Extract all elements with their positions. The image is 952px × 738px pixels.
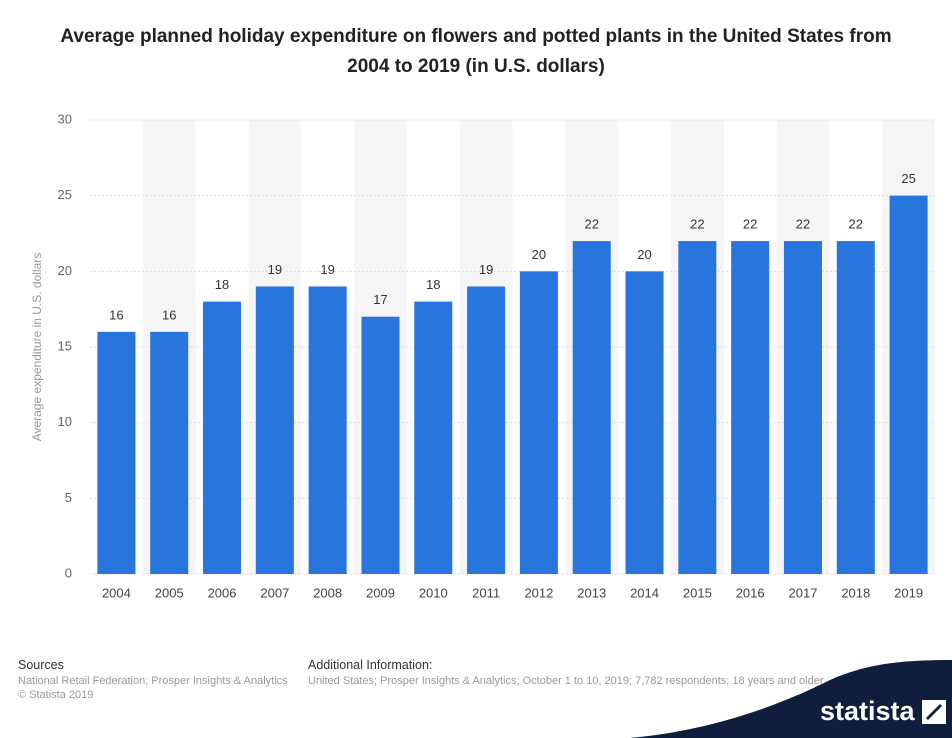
x-tick-label: 2015 bbox=[683, 585, 712, 600]
bar bbox=[889, 195, 928, 574]
x-tick-label: 2008 bbox=[313, 585, 342, 600]
y-tick-label: 20 bbox=[58, 263, 72, 278]
data-label: 18 bbox=[426, 277, 440, 292]
data-label: 19 bbox=[268, 262, 282, 277]
data-label: 16 bbox=[162, 307, 176, 322]
additional-info: Additional Information: United States; P… bbox=[308, 658, 948, 688]
sources-title: Sources bbox=[18, 658, 64, 672]
bar bbox=[678, 241, 717, 575]
y-tick-label: 10 bbox=[58, 414, 72, 429]
copyright: © Statista 2019 bbox=[18, 689, 94, 701]
data-label: 17 bbox=[373, 292, 387, 307]
bar bbox=[572, 241, 611, 575]
info-title: Additional Information: bbox=[308, 658, 433, 672]
x-tick-label: 2014 bbox=[630, 585, 659, 600]
bar bbox=[836, 241, 875, 575]
y-tick-label: 25 bbox=[58, 187, 72, 202]
x-tick-label: 2005 bbox=[155, 585, 184, 600]
data-label: 16 bbox=[109, 307, 123, 322]
x-tick-label: 2007 bbox=[260, 585, 289, 600]
bar bbox=[467, 286, 506, 574]
x-tick-label: 2013 bbox=[577, 585, 606, 600]
x-tick-label: 2018 bbox=[841, 585, 870, 600]
x-tick-label: 2012 bbox=[524, 585, 553, 600]
x-tick-label: 2011 bbox=[472, 585, 500, 600]
data-label: 20 bbox=[532, 247, 546, 262]
bar bbox=[731, 241, 770, 575]
bar bbox=[625, 271, 664, 574]
x-tick-label: 2010 bbox=[419, 585, 448, 600]
x-tick-label: 2004 bbox=[102, 585, 131, 600]
x-tick-label: 2009 bbox=[366, 585, 395, 600]
data-label: 19 bbox=[320, 262, 334, 277]
y-tick-label: 0 bbox=[65, 565, 72, 580]
sources-text: National Retail Federation; Prosper Insi… bbox=[18, 675, 288, 687]
data-label: 22 bbox=[584, 217, 598, 232]
y-tick-label: 5 bbox=[65, 490, 72, 505]
data-label: 22 bbox=[743, 217, 757, 232]
y-tick-label: 30 bbox=[58, 111, 72, 126]
x-tick-label: 2019 bbox=[894, 585, 923, 600]
bar bbox=[783, 241, 822, 575]
data-label: 25 bbox=[901, 171, 915, 186]
data-label: 22 bbox=[796, 217, 810, 232]
bar bbox=[97, 331, 136, 574]
sources: Sources National Retail Federation; Pros… bbox=[18, 658, 288, 702]
x-tick-label: 2016 bbox=[736, 585, 765, 600]
bar bbox=[150, 331, 189, 574]
bar bbox=[361, 316, 400, 574]
bar bbox=[255, 286, 294, 574]
bar bbox=[519, 271, 558, 574]
bar bbox=[414, 301, 453, 574]
y-axis-label: Average expenditure in U.S. dollars bbox=[30, 253, 44, 442]
data-label: 22 bbox=[690, 217, 704, 232]
chart-title: Average planned holiday expenditure on f… bbox=[60, 26, 892, 77]
bar bbox=[203, 301, 242, 574]
data-label: 19 bbox=[479, 262, 493, 277]
data-label: 22 bbox=[849, 217, 863, 232]
info-text: United States; Prosper Insights & Analyt… bbox=[308, 675, 824, 687]
x-tick-label: 2006 bbox=[208, 585, 237, 600]
y-tick-label: 15 bbox=[58, 338, 72, 353]
data-label: 18 bbox=[215, 277, 229, 292]
data-label: 20 bbox=[637, 247, 651, 262]
bar bbox=[308, 286, 347, 574]
x-tick-label: 2017 bbox=[789, 585, 818, 600]
